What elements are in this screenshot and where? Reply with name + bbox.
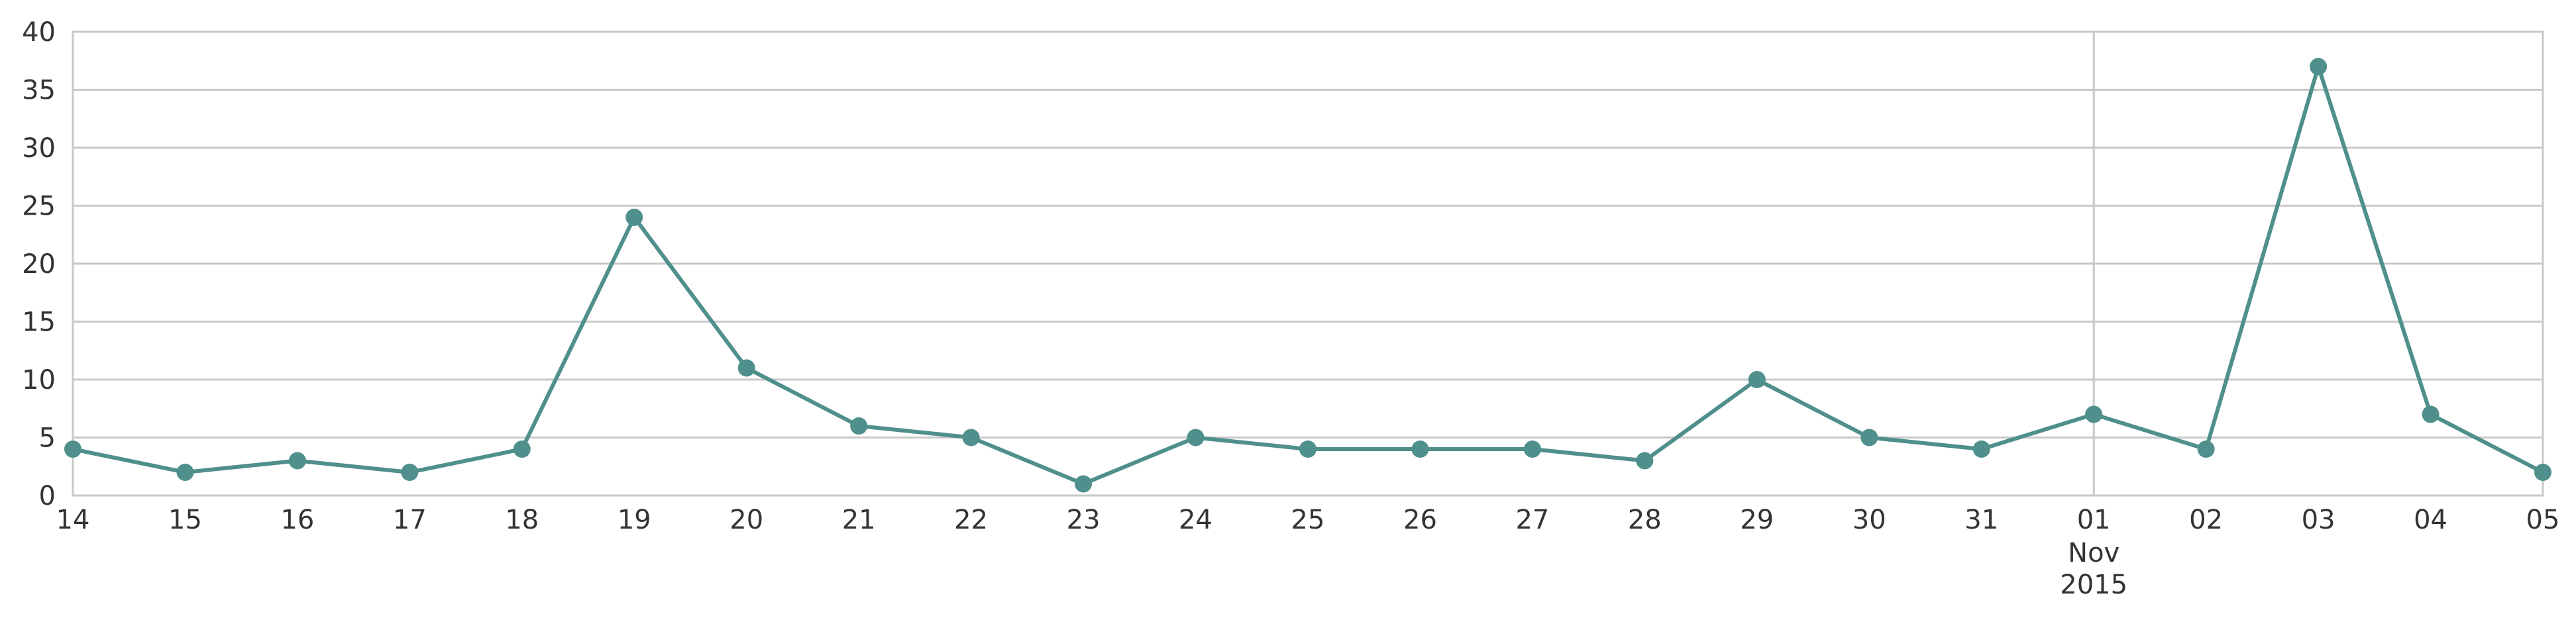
y-tick-label: 10 bbox=[22, 365, 56, 395]
y-tick-label: 20 bbox=[22, 249, 56, 280]
x-tick-label: 04 bbox=[2414, 505, 2447, 535]
data-point bbox=[1860, 429, 1878, 446]
data-point bbox=[176, 464, 194, 481]
y-tick-label: 25 bbox=[22, 191, 56, 222]
data-point bbox=[2422, 405, 2440, 423]
x-tick-label: 05 bbox=[2526, 505, 2560, 535]
x-tick-label: 17 bbox=[393, 505, 427, 535]
data-point bbox=[850, 417, 868, 435]
x-month-label: Nov bbox=[2068, 538, 2120, 568]
x-tick-label: 19 bbox=[617, 505, 651, 535]
data-point bbox=[1523, 441, 1541, 458]
series-layer bbox=[64, 58, 2551, 493]
data-point bbox=[513, 441, 531, 458]
x-tick-label: 18 bbox=[505, 505, 539, 535]
data-point bbox=[962, 429, 980, 446]
x-tick-label: 24 bbox=[1179, 505, 1212, 535]
data-point bbox=[737, 359, 755, 377]
y-tick-label: 30 bbox=[22, 133, 56, 164]
data-point bbox=[2534, 464, 2551, 481]
x-tick-label: 29 bbox=[1740, 505, 1774, 535]
x-tick-label: 26 bbox=[1403, 505, 1437, 535]
x-tick-label: 16 bbox=[280, 505, 314, 535]
series-line bbox=[72, 64, 2544, 486]
data-point bbox=[1075, 475, 1093, 493]
x-tick-label: 15 bbox=[168, 505, 202, 535]
y-tick-label: 15 bbox=[22, 307, 56, 338]
data-point bbox=[2197, 441, 2215, 458]
x-tick-label: 23 bbox=[1067, 505, 1100, 535]
y-tick-label: 40 bbox=[22, 17, 56, 48]
data-point bbox=[1636, 452, 1654, 470]
x-year-label: 2015 bbox=[2060, 570, 2127, 600]
x-tick-label: 30 bbox=[1852, 505, 1886, 535]
data-point bbox=[2310, 58, 2328, 76]
grid-layer bbox=[72, 30, 2544, 497]
data-point bbox=[64, 441, 81, 458]
y-tick-label: 0 bbox=[39, 481, 56, 511]
x-tick-label: 25 bbox=[1291, 505, 1325, 535]
data-point bbox=[1972, 441, 1990, 458]
y-tick-label: 35 bbox=[22, 76, 56, 106]
x-tick-label: 22 bbox=[954, 505, 988, 535]
x-tick-label: 31 bbox=[1964, 505, 1998, 535]
data-point bbox=[1299, 441, 1316, 458]
data-point bbox=[1748, 371, 1766, 388]
x-tick-label: 14 bbox=[56, 505, 90, 535]
y-tick-label: 5 bbox=[39, 423, 56, 454]
plot-frame bbox=[72, 30, 2544, 497]
x-tick-label: 28 bbox=[1628, 505, 1662, 535]
data-point bbox=[288, 452, 306, 470]
data-point bbox=[625, 209, 643, 226]
data-point bbox=[1411, 441, 1429, 458]
data-point bbox=[401, 464, 419, 481]
x-tick-label: 20 bbox=[729, 505, 763, 535]
data-point bbox=[1187, 429, 1205, 446]
x-tick-label: 03 bbox=[2302, 505, 2335, 535]
x-tick-label: 02 bbox=[2189, 505, 2223, 535]
x-tick-label: 21 bbox=[842, 505, 876, 535]
data-point bbox=[2085, 405, 2103, 423]
x-tick-label: 27 bbox=[1515, 505, 1549, 535]
x-tick-label: 01 bbox=[2077, 505, 2111, 535]
